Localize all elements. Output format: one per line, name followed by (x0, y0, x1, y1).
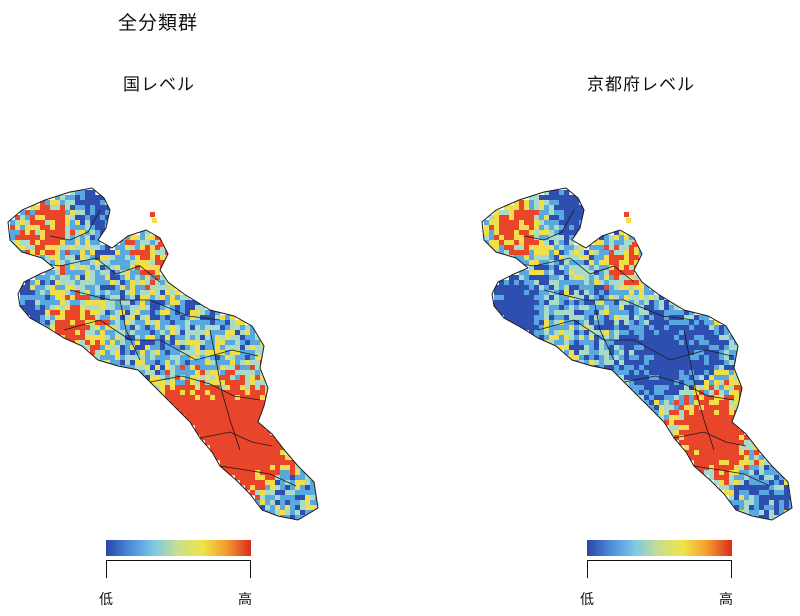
municipal-boundary (219, 465, 297, 487)
legend-bracket (587, 560, 732, 578)
municipal-boundary (543, 289, 695, 321)
municipal-boundary (199, 431, 273, 447)
island-patch (150, 212, 155, 217)
legend-low-label: 低 (580, 592, 594, 608)
figure-title: 全分類群 (118, 12, 199, 34)
island-patch (152, 218, 157, 223)
legend-high-label: 高 (238, 592, 252, 608)
legend-national: 低 高 (99, 540, 264, 610)
municipal-boundary (149, 375, 261, 401)
legend-high-label: 高 (719, 592, 733, 608)
kyoto-map-prefecture (481, 187, 793, 521)
municipal-boundary (63, 319, 259, 361)
municipal-boundary (209, 329, 241, 451)
legend-bracket (106, 560, 251, 578)
municipal-boundary (623, 375, 735, 401)
island-patch (158, 242, 163, 247)
municipal-boundary (593, 299, 615, 361)
heatmap-grid (484, 190, 792, 520)
municipal-boundary (49, 209, 101, 241)
prefecture-outline (481, 187, 793, 521)
panel-title-prefecture: 京都府レベル (587, 75, 695, 95)
island-patch (624, 212, 629, 217)
municipal-boundary (673, 431, 747, 447)
municipal-boundary (119, 299, 141, 361)
kyoto-map-national (7, 187, 319, 521)
prefecture-outline (7, 187, 319, 521)
island-patch (632, 242, 637, 247)
municipal-boundary (537, 319, 733, 361)
municipal-boundary (69, 289, 221, 321)
legend-color-bar (587, 540, 732, 556)
panel-title-national: 国レベル (123, 75, 195, 95)
municipal-boundary (503, 257, 635, 283)
island-patch (626, 218, 631, 223)
municipal-boundary (693, 465, 771, 487)
legend-prefecture: 低 高 (580, 540, 745, 610)
municipal-boundary (523, 209, 575, 241)
municipal-boundary (683, 329, 715, 451)
municipal-boundary (29, 257, 161, 283)
legend-low-label: 低 (99, 592, 113, 608)
legend-color-bar (106, 540, 251, 556)
heatmap-grid (10, 190, 318, 520)
